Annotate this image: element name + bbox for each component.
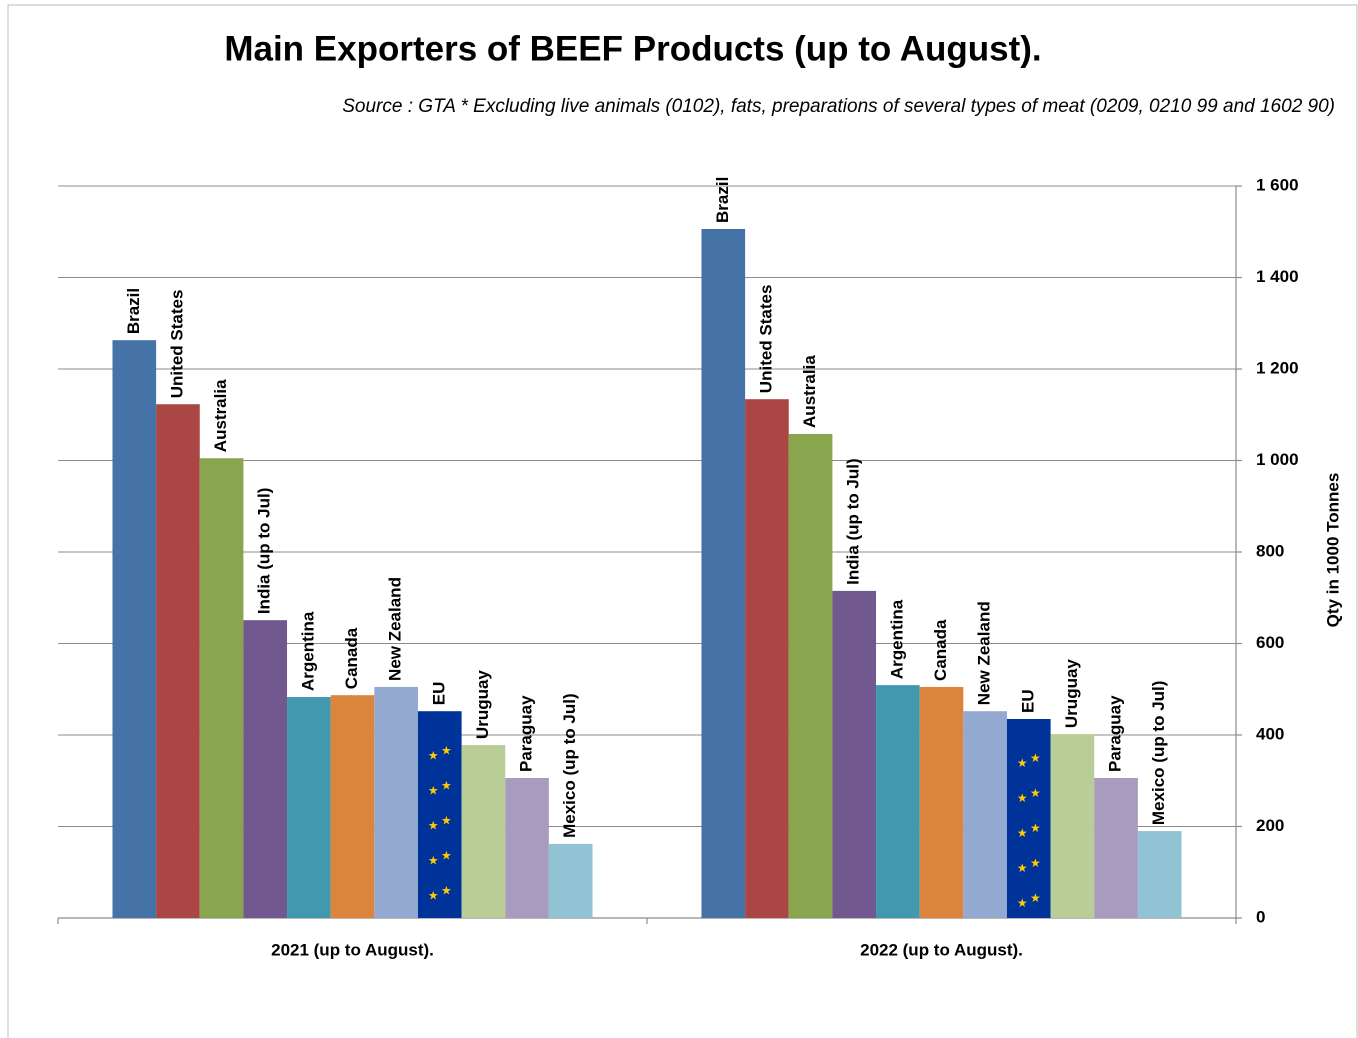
- bar: [788, 433, 833, 918]
- series-label: Uruguay: [473, 670, 492, 740]
- bar: [1050, 734, 1095, 918]
- series-label: Mexico (up to Jul): [560, 693, 579, 838]
- y-tick-label: 600: [1256, 633, 1284, 652]
- eu-star: ★: [428, 888, 439, 902]
- eu-star: ★: [1017, 861, 1028, 875]
- y-tick-label: 400: [1256, 724, 1284, 743]
- series-label: Paraguay: [517, 695, 536, 772]
- eu-star: ★: [1017, 791, 1028, 805]
- y-tick-label: 0: [1256, 907, 1265, 926]
- series-label: Argentina: [887, 599, 906, 679]
- series-label: Brazil: [713, 177, 732, 223]
- bar: [505, 778, 549, 918]
- eu-star: ★: [1017, 826, 1028, 840]
- series-label: Paraguay: [1106, 695, 1125, 772]
- bar: [330, 695, 375, 918]
- eu-star: ★: [1030, 891, 1041, 905]
- eu-star: ★: [428, 748, 439, 762]
- series-label: Uruguay: [1062, 659, 1081, 729]
- bar: [1094, 778, 1138, 918]
- series-label: India (up to Jul): [844, 458, 863, 585]
- y-tick-label: 800: [1256, 541, 1284, 560]
- eu-star: ★: [1030, 751, 1041, 765]
- series-label: New Zealand: [975, 601, 994, 705]
- series-label: Canada: [342, 627, 361, 689]
- eu-star: ★: [428, 818, 439, 832]
- series-label: Canada: [931, 619, 950, 681]
- series-label: Argentina: [298, 611, 317, 691]
- x-tick-label: 2021 (up to August).: [271, 940, 434, 959]
- chart-subtitle: Source : GTA * Excluding live animals (0…: [342, 96, 1335, 117]
- bar: [919, 686, 964, 918]
- series-label: Brazil: [124, 288, 143, 334]
- y-tick-label: 1 600: [1256, 175, 1299, 194]
- eu-star: ★: [1017, 756, 1028, 770]
- y-tick-label: 1 000: [1256, 450, 1299, 469]
- bar: [548, 843, 593, 918]
- eu-star: ★: [441, 743, 452, 757]
- eu-star: ★: [428, 853, 439, 867]
- bar: [963, 711, 1007, 918]
- eu-star: ★: [1030, 786, 1041, 800]
- bar: [876, 685, 920, 918]
- bar: [417, 711, 462, 918]
- eu-star: ★: [441, 883, 452, 897]
- eu-star: ★: [1030, 821, 1041, 835]
- bar: [374, 686, 418, 918]
- bar: [461, 745, 506, 918]
- series-label: EU: [429, 682, 448, 706]
- series-label: India (up to Jul): [255, 488, 274, 615]
- eu-star: ★: [1030, 856, 1041, 870]
- bar: [287, 697, 331, 918]
- y-tick-label: 200: [1256, 816, 1284, 835]
- bar: [243, 620, 288, 918]
- y-axis-label: Qty in 1000 Tonnes: [1323, 473, 1342, 628]
- series-label: United States: [167, 290, 186, 399]
- bar: [112, 340, 157, 918]
- series-label: Australia: [800, 355, 819, 428]
- series-label: Mexico (up to Jul): [1149, 681, 1168, 826]
- eu-star: ★: [428, 783, 439, 797]
- series-label: EU: [1018, 689, 1037, 713]
- bar: [745, 399, 789, 918]
- bar: [832, 590, 877, 918]
- series-label: New Zealand: [386, 577, 405, 681]
- x-tick-label: 2022 (up to August).: [860, 940, 1023, 959]
- bar: [701, 229, 746, 918]
- bar: [1006, 718, 1051, 918]
- chart-title: Main Exporters of BEEF Products (up to A…: [224, 29, 1041, 68]
- y-tick-label: 1 400: [1256, 267, 1299, 286]
- chart-frame: [7, 4, 1358, 1038]
- series-label: United States: [756, 285, 775, 394]
- eu-star: ★: [1017, 896, 1028, 910]
- bar: [1137, 831, 1182, 918]
- eu-star: ★: [441, 778, 452, 792]
- eu-star: ★: [441, 848, 452, 862]
- series-label: Australia: [211, 379, 230, 452]
- eu-star: ★: [441, 813, 452, 827]
- bar: [156, 404, 200, 918]
- bar: [199, 458, 244, 918]
- y-tick-label: 1 200: [1256, 358, 1299, 377]
